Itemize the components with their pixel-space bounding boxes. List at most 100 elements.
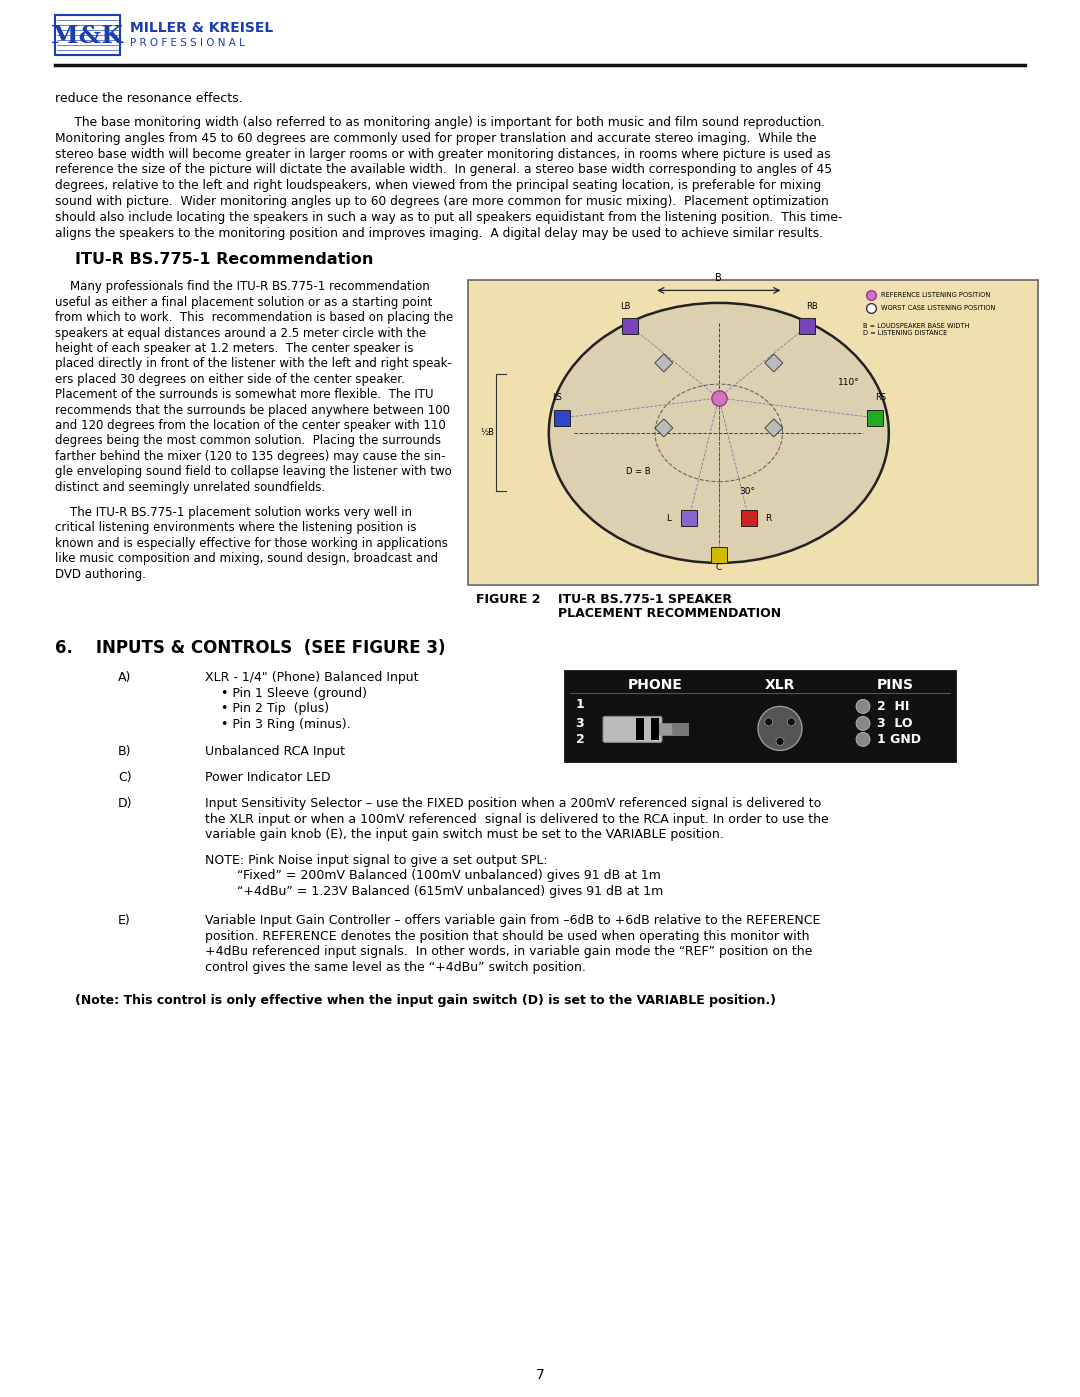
Text: 7: 7 [536,1368,544,1382]
Text: WORST CASE LISTENING POSITION: WORST CASE LISTENING POSITION [881,306,996,312]
Text: Unbalanced RCA Input: Unbalanced RCA Input [205,746,345,759]
Text: Input Sensitivity Selector – use the FIXED position when a 200mV referenced sign: Input Sensitivity Selector – use the FIX… [205,798,821,810]
Text: The base monitoring width (also referred to as monitoring angle) is important fo: The base monitoring width (also referred… [55,116,825,129]
Text: PHONE: PHONE [627,679,683,693]
FancyBboxPatch shape [554,409,570,426]
Text: variable gain knob (E), the input gain switch must be set to the VARIABLE positi: variable gain knob (E), the input gain s… [205,828,724,841]
FancyBboxPatch shape [741,510,757,527]
Text: RS: RS [875,394,886,402]
Polygon shape [654,353,673,372]
FancyBboxPatch shape [603,717,662,742]
Text: 3: 3 [576,717,584,729]
Polygon shape [765,419,783,437]
Text: (Note: This control is only effective when the input gain switch (D) is set to t: (Note: This control is only effective wh… [75,995,777,1007]
Polygon shape [765,353,783,372]
Text: critical listening environments where the listening position is: critical listening environments where th… [55,521,417,535]
Text: FIGURE 2: FIGURE 2 [476,594,540,606]
Text: 6.    INPUTS & CONTROLS  (SEE FIGURE 3): 6. INPUTS & CONTROLS (SEE FIGURE 3) [55,640,446,658]
Text: • Pin 1 Sleeve (ground): • Pin 1 Sleeve (ground) [205,687,367,700]
Text: the XLR input or when a 100mV referenced  signal is delivered to the RCA input. : the XLR input or when a 100mV referenced… [205,813,828,826]
FancyBboxPatch shape [55,15,120,54]
Text: REFERENCE LISTENING POSITION: REFERENCE LISTENING POSITION [881,292,990,299]
Text: speakers at equal distances around a 2.5 meter circle with the: speakers at equal distances around a 2.5… [55,327,427,339]
FancyBboxPatch shape [468,281,1038,585]
Text: “Fixed” = 200mV Balanced (100mV unbalanced) gives 91 dB at 1m: “Fixed” = 200mV Balanced (100mV unbalanc… [205,869,661,883]
Text: The ITU-R BS.775-1 placement solution works very well in: The ITU-R BS.775-1 placement solution wo… [55,506,411,520]
Text: • Pin 2 Tip  (plus): • Pin 2 Tip (plus) [205,703,329,715]
FancyBboxPatch shape [636,718,644,740]
Text: P R O F E S S I O N A L: P R O F E S S I O N A L [130,38,245,47]
Text: sound with picture.  Wider monitoring angles up to 60 degrees (are more common f: sound with picture. Wider monitoring ang… [55,196,828,208]
FancyBboxPatch shape [565,672,955,761]
Text: M&K: M&K [52,24,123,47]
Circle shape [758,707,802,750]
Text: LB: LB [620,302,631,310]
Text: placed directly in front of the listener with the left and right speak-: placed directly in front of the listener… [55,358,451,370]
Text: height of each speaker at 1.2 meters.  The center speaker is: height of each speaker at 1.2 meters. Th… [55,342,414,355]
Text: distinct and seemingly unrelated soundfields.: distinct and seemingly unrelated soundfi… [55,481,325,493]
FancyBboxPatch shape [622,319,638,334]
Text: C: C [716,563,721,573]
Text: and 120 degrees from the location of the center speaker with 110: and 120 degrees from the location of the… [55,419,446,432]
Text: NOTE: Pink Noise input signal to give a set output SPL:: NOTE: Pink Noise input signal to give a … [205,854,548,868]
Text: degrees, relative to the left and right loudspeakers, when viewed from the princ: degrees, relative to the left and right … [55,179,821,193]
Ellipse shape [549,303,889,563]
Text: “+4dBu” = 1.23V Balanced (615mV unbalanced) gives 91 dB at 1m: “+4dBu” = 1.23V Balanced (615mV unbalanc… [205,884,663,898]
Text: known and is especially effective for those working in applications: known and is especially effective for th… [55,536,448,550]
Text: RB: RB [807,302,818,310]
Text: B = LOUDSPEAKER BASE WIDTH
D = LISTENING DISTANCE: B = LOUDSPEAKER BASE WIDTH D = LISTENING… [863,323,970,337]
Text: B): B) [118,746,132,759]
Text: aligns the speakers to the monitoring position and improves imaging.  A digital : aligns the speakers to the monitoring po… [55,226,823,240]
Text: Variable Input Gain Controller – offers variable gain from –6dB to +6dB relative: Variable Input Gain Controller – offers … [205,915,821,928]
Text: gle enveloping sound field to collapse leaving the listener with two: gle enveloping sound field to collapse l… [55,465,451,478]
Text: ITU-R BS.775-1 SPEAKER: ITU-R BS.775-1 SPEAKER [558,594,732,606]
Text: DVD authoring.: DVD authoring. [55,567,146,581]
Text: degrees being the most common solution.  Placing the surrounds: degrees being the most common solution. … [55,434,441,447]
Text: 3  LO: 3 LO [877,717,913,729]
FancyBboxPatch shape [651,718,659,740]
Text: • Pin 3 Ring (minus).: • Pin 3 Ring (minus). [205,718,351,731]
Text: R: R [766,514,772,522]
FancyBboxPatch shape [680,510,697,527]
Text: recommends that the surrounds be placed anywhere between 100: recommends that the surrounds be placed … [55,404,450,416]
Text: A): A) [118,672,132,685]
Text: 1 GND: 1 GND [877,733,921,746]
Text: farther behind the mixer (120 to 135 degrees) may cause the sin-: farther behind the mixer (120 to 135 deg… [55,450,446,462]
Text: reference the size of the picture will dictate the available width.  In general.: reference the size of the picture will d… [55,163,832,176]
FancyBboxPatch shape [799,319,815,334]
Text: like music composition and mixing, sound design, broadcast and: like music composition and mixing, sound… [55,552,438,566]
Text: Placement of the surrounds is somewhat more flexible.  The ITU: Placement of the surrounds is somewhat m… [55,388,433,401]
Text: position. REFERENCE denotes the position that should be used when operating this: position. REFERENCE denotes the position… [205,930,810,943]
Text: LS: LS [553,394,563,402]
Text: D): D) [118,798,133,810]
Text: B: B [715,274,723,284]
Circle shape [787,718,795,726]
Text: reduce the resonance effects.: reduce the resonance effects. [55,92,243,105]
FancyBboxPatch shape [867,409,883,426]
Circle shape [856,732,870,746]
Text: XLR - 1/4" (Phone) Balanced Input: XLR - 1/4" (Phone) Balanced Input [205,672,419,685]
Circle shape [777,738,784,746]
Text: 2  HI: 2 HI [877,700,909,712]
FancyBboxPatch shape [711,546,727,563]
Text: Many professionals find the ITU-R BS.775-1 recommendation: Many professionals find the ITU-R BS.775… [55,281,430,293]
Circle shape [856,700,870,714]
Text: L: L [666,514,672,522]
Text: stereo base width will become greater in larger rooms or with greater monitoring: stereo base width will become greater in… [55,148,831,161]
Text: 30°: 30° [739,488,755,496]
Text: 110°: 110° [838,379,860,387]
Text: PINS: PINS [877,679,914,693]
Text: XLR: XLR [765,679,795,693]
Text: MILLER & KREISEL: MILLER & KREISEL [130,21,273,35]
Text: +4dBu referenced input signals.  In other words, in variable gain mode the “REF”: +4dBu referenced input signals. In other… [205,946,812,958]
Text: Monitoring angles from 45 to 60 degrees are commonly used for proper translation: Monitoring angles from 45 to 60 degrees … [55,131,816,145]
Text: E): E) [118,915,131,928]
Polygon shape [654,419,673,437]
Text: ers placed 30 degrees on either side of the center speaker.: ers placed 30 degrees on either side of … [55,373,405,386]
Text: from which to work.  This  recommendation is based on placing the: from which to work. This recommendation … [55,312,454,324]
Circle shape [856,717,870,731]
Text: ½B: ½B [480,429,494,437]
Text: ITU-R BS.775-1 Recommendation: ITU-R BS.775-1 Recommendation [75,253,374,267]
Text: D = B: D = B [626,468,651,476]
Text: useful as either a final placement solution or as a starting point: useful as either a final placement solut… [55,296,432,309]
